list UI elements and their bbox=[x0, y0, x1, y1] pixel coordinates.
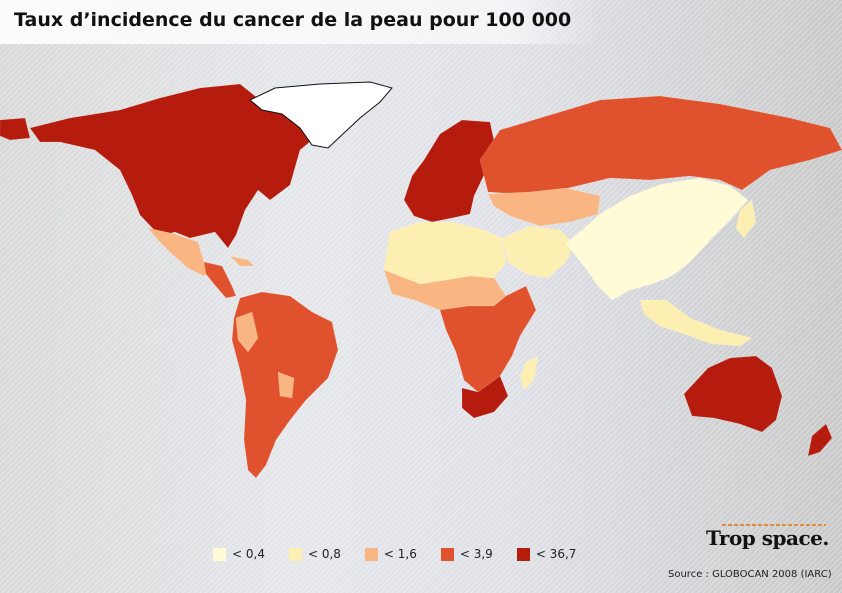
region-central-africa bbox=[439, 285, 537, 393]
legend-label: < 0,4 bbox=[232, 547, 265, 561]
region-southern-africa bbox=[461, 375, 509, 419]
region-china-india bbox=[565, 177, 749, 301]
legend-item: < 1,6 bbox=[364, 547, 417, 561]
legend-item: < 36,7 bbox=[516, 547, 577, 561]
legend-swatch bbox=[213, 547, 226, 561]
region-central-asia bbox=[487, 187, 601, 227]
legend-item: < 0,4 bbox=[213, 547, 265, 561]
region-alaska bbox=[0, 117, 31, 141]
region-mexico bbox=[147, 227, 215, 277]
source-note: Source : GLOBOCAN 2008 (IARC) bbox=[668, 569, 832, 580]
region-paraguay-highlight bbox=[277, 371, 295, 399]
legend-swatch bbox=[440, 547, 454, 561]
region-russia bbox=[479, 95, 842, 195]
legend-label: < 36,7 bbox=[535, 547, 577, 561]
legend-swatch bbox=[364, 547, 378, 561]
region-australia bbox=[683, 355, 783, 433]
region-peru-highlight bbox=[235, 311, 259, 353]
legend: < 0,4 < 0,8 < 1,6 < 3,9 < 36,7 bbox=[213, 545, 600, 563]
region-north-africa bbox=[383, 221, 507, 287]
region-japan bbox=[735, 199, 757, 239]
region-north-america bbox=[29, 83, 313, 249]
legend-item: < 3,9 bbox=[440, 547, 493, 561]
region-madagascar bbox=[519, 355, 539, 391]
legend-swatch bbox=[288, 547, 302, 561]
title-banner: Taux d’incidence du cancer de la peau po… bbox=[0, 0, 600, 44]
legend-label: < 1,6 bbox=[383, 547, 417, 561]
region-central-america bbox=[203, 261, 237, 299]
region-southeast-asia bbox=[639, 299, 753, 347]
legend-item: < 0,8 bbox=[288, 547, 341, 561]
region-western-europe bbox=[403, 119, 497, 223]
brand-underline bbox=[722, 524, 826, 526]
map-title: Taux d’incidence du cancer de la peau po… bbox=[14, 9, 572, 31]
legend-label: < 0,8 bbox=[307, 547, 341, 561]
region-greenland bbox=[249, 81, 393, 149]
legend-swatch bbox=[516, 547, 530, 561]
region-new-zealand bbox=[807, 423, 833, 457]
region-caribbean bbox=[229, 255, 255, 267]
legend-label: < 3,9 bbox=[459, 547, 493, 561]
brand-logo: Trop space. bbox=[706, 526, 829, 550]
region-middle-east bbox=[501, 225, 575, 279]
